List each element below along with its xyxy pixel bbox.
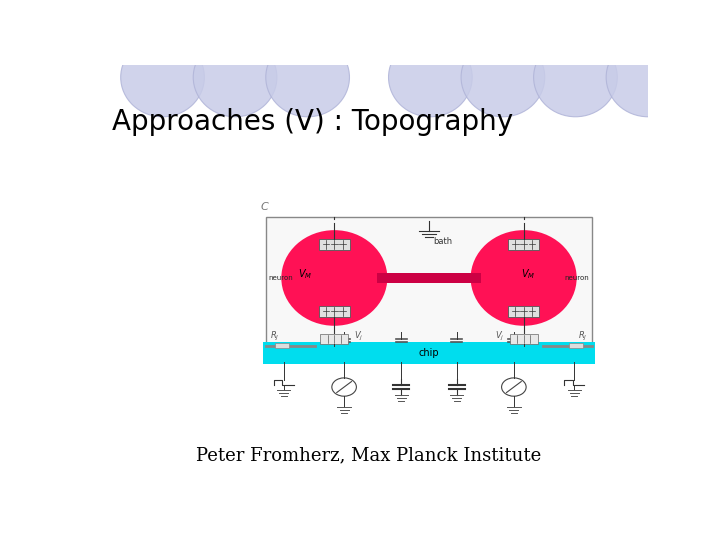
- Ellipse shape: [606, 38, 690, 117]
- Text: chip: chip: [418, 348, 439, 358]
- Text: neuron: neuron: [269, 275, 293, 281]
- Bar: [275, 343, 289, 348]
- Ellipse shape: [121, 38, 204, 117]
- Ellipse shape: [471, 230, 577, 326]
- Text: $R_J$: $R_J$: [578, 329, 588, 342]
- Text: $V_j$: $V_j$: [354, 329, 363, 342]
- Text: neuron: neuron: [564, 275, 590, 281]
- Text: Approaches (V) : Topography: Approaches (V) : Topography: [112, 109, 513, 137]
- Bar: [266, 217, 593, 347]
- Ellipse shape: [282, 230, 387, 326]
- Text: $V_M$: $V_M$: [298, 267, 312, 281]
- Text: $V_j$: $V_j$: [495, 329, 504, 342]
- Bar: [510, 334, 538, 343]
- Text: C: C: [260, 202, 268, 212]
- Bar: [320, 334, 348, 343]
- Bar: [508, 239, 539, 249]
- Text: Peter Fromherz, Max Planck Institute: Peter Fromherz, Max Planck Institute: [197, 447, 541, 464]
- Ellipse shape: [266, 38, 349, 117]
- Text: $V_M$: $V_M$: [521, 267, 535, 281]
- Bar: [377, 273, 481, 282]
- Circle shape: [502, 378, 526, 396]
- Bar: [263, 342, 595, 364]
- Bar: [319, 306, 350, 316]
- Bar: [570, 343, 582, 348]
- Ellipse shape: [389, 38, 472, 117]
- Bar: [319, 239, 350, 249]
- Ellipse shape: [193, 38, 277, 117]
- Ellipse shape: [461, 38, 545, 117]
- Text: bath: bath: [433, 238, 452, 246]
- Ellipse shape: [534, 38, 617, 117]
- Circle shape: [332, 378, 356, 396]
- Bar: [508, 306, 539, 316]
- Text: $R_J$: $R_J$: [270, 329, 279, 342]
